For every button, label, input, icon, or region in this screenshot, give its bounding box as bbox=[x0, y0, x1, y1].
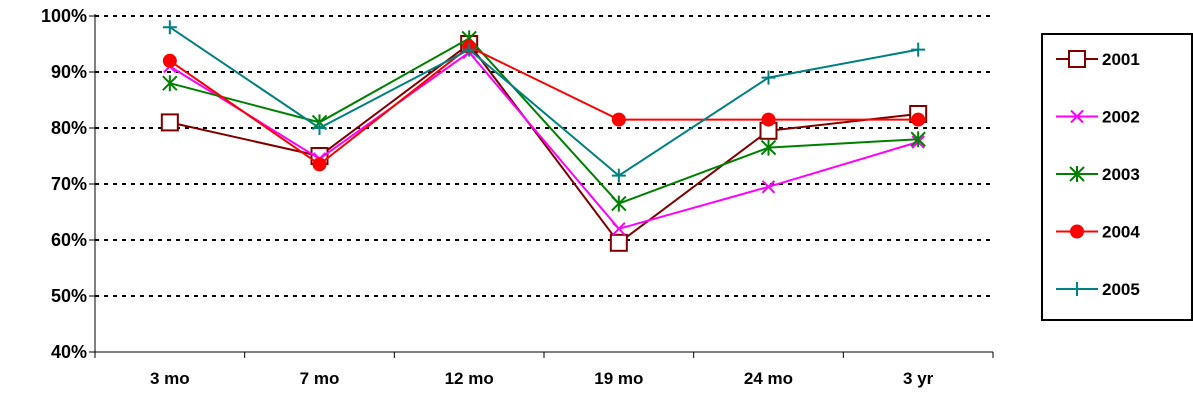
plus-marker bbox=[911, 42, 926, 57]
x-marker bbox=[612, 222, 626, 236]
square-marker bbox=[1068, 50, 1086, 68]
data-point bbox=[162, 53, 177, 68]
legend-label: 2003 bbox=[1102, 165, 1140, 184]
circle-marker bbox=[611, 112, 626, 127]
data-point bbox=[911, 112, 926, 127]
series-line bbox=[169, 45, 919, 166]
data-point bbox=[611, 195, 627, 212]
plus-marker bbox=[611, 168, 626, 183]
legend-item: 2001 bbox=[1056, 50, 1140, 69]
plus-marker bbox=[761, 70, 776, 85]
plus-marker bbox=[312, 121, 327, 135]
data-point bbox=[1070, 109, 1084, 124]
data-point bbox=[761, 70, 776, 85]
data-point bbox=[611, 168, 626, 183]
x-marker bbox=[1070, 109, 1084, 124]
series-line bbox=[169, 51, 919, 230]
data-point bbox=[1068, 50, 1086, 68]
plus-marker bbox=[162, 20, 177, 35]
legend-label: 2002 bbox=[1102, 108, 1140, 127]
circle-marker bbox=[761, 112, 776, 127]
data-point bbox=[611, 112, 626, 127]
data-point bbox=[162, 20, 177, 35]
square-marker bbox=[609, 233, 628, 252]
legend-item: 2004 bbox=[1056, 223, 1140, 242]
asterisk-marker bbox=[162, 75, 178, 92]
series-2005 bbox=[162, 20, 926, 183]
asterisk-marker bbox=[611, 195, 627, 212]
y-tick-label: 40% bbox=[51, 342, 87, 362]
data-point bbox=[911, 42, 926, 57]
y-tick-label: 100% bbox=[41, 6, 87, 26]
series-2001 bbox=[160, 35, 928, 252]
legend-label: 2001 bbox=[1102, 50, 1140, 69]
y-tick-label: 90% bbox=[51, 62, 87, 82]
circle-marker bbox=[911, 112, 926, 127]
series-line bbox=[169, 37, 919, 205]
x-tick-label: 3 yr bbox=[903, 369, 934, 388]
asterisk-marker bbox=[910, 131, 926, 148]
data-point bbox=[160, 113, 179, 132]
series-2002 bbox=[163, 45, 925, 236]
legend-item: 2002 bbox=[1056, 108, 1140, 127]
circle-marker bbox=[162, 53, 177, 68]
plus-marker bbox=[462, 42, 477, 57]
data-point bbox=[612, 222, 626, 236]
x-tick-label: 24 mo bbox=[744, 369, 793, 388]
plus-marker bbox=[1070, 282, 1084, 296]
legend-label: 2005 bbox=[1102, 280, 1140, 299]
circle-marker bbox=[312, 157, 327, 172]
data-point bbox=[910, 131, 926, 148]
x-tick-label: 3 mo bbox=[150, 369, 190, 388]
y-tick-label: 80% bbox=[51, 118, 87, 138]
x-marker bbox=[761, 180, 776, 194]
data-point bbox=[1069, 166, 1085, 182]
series-line bbox=[169, 42, 919, 245]
series-2004 bbox=[162, 39, 926, 172]
data-point bbox=[312, 157, 327, 172]
legend-label: 2004 bbox=[1102, 223, 1140, 242]
x-tick-label: 12 mo bbox=[445, 369, 494, 388]
square-marker bbox=[160, 113, 179, 132]
data-point bbox=[609, 233, 628, 252]
data-point bbox=[760, 139, 777, 156]
asterisk-marker bbox=[1069, 166, 1085, 182]
legend-item: 2003 bbox=[1056, 165, 1140, 184]
legend-box bbox=[1041, 33, 1193, 321]
data-point bbox=[462, 42, 477, 57]
circle-marker bbox=[1070, 224, 1084, 239]
data-point bbox=[162, 75, 178, 92]
x-tick-label: 7 mo bbox=[300, 369, 340, 388]
y-tick-label: 60% bbox=[51, 230, 87, 250]
y-tick-label: 70% bbox=[51, 174, 87, 194]
data-point bbox=[761, 180, 776, 194]
series-line bbox=[169, 26, 919, 177]
legend-item: 2005 bbox=[1056, 280, 1140, 299]
x-tick-label: 19 mo bbox=[594, 369, 643, 388]
data-point bbox=[1070, 224, 1084, 239]
data-point bbox=[761, 112, 776, 127]
asterisk-marker bbox=[760, 139, 777, 156]
data-point bbox=[1070, 282, 1084, 296]
y-tick-label: 50% bbox=[51, 286, 87, 306]
data-point bbox=[312, 121, 327, 135]
